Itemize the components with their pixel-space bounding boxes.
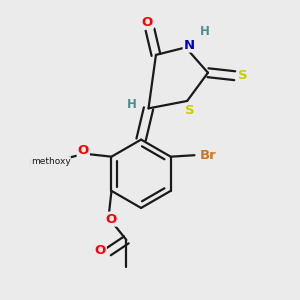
- Text: O: O: [106, 213, 117, 226]
- Text: O: O: [141, 16, 153, 29]
- Text: S: S: [238, 69, 248, 82]
- Text: O: O: [94, 244, 106, 257]
- Text: Br: Br: [200, 149, 216, 162]
- Text: H: H: [127, 98, 137, 111]
- Text: H: H: [200, 25, 210, 38]
- Text: methoxy: methoxy: [31, 157, 70, 166]
- Text: N: N: [184, 39, 195, 52]
- Text: methoxy: methoxy: [29, 157, 66, 166]
- Text: O: O: [78, 144, 89, 157]
- Text: S: S: [185, 104, 195, 117]
